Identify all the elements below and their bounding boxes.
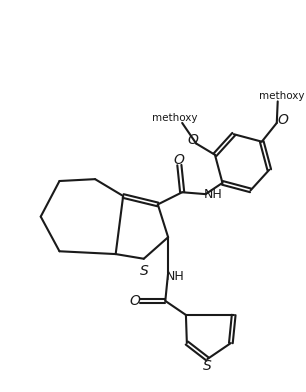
Text: O: O [174, 153, 185, 167]
Text: methoxy: methoxy [152, 113, 197, 123]
Text: S: S [203, 359, 212, 372]
Text: NH: NH [204, 188, 222, 201]
Text: methoxy: methoxy [259, 91, 304, 101]
Text: S: S [140, 264, 149, 278]
Text: O: O [187, 133, 198, 147]
Text: O: O [277, 113, 288, 127]
Text: O: O [129, 294, 140, 308]
Text: NH: NH [166, 270, 185, 283]
